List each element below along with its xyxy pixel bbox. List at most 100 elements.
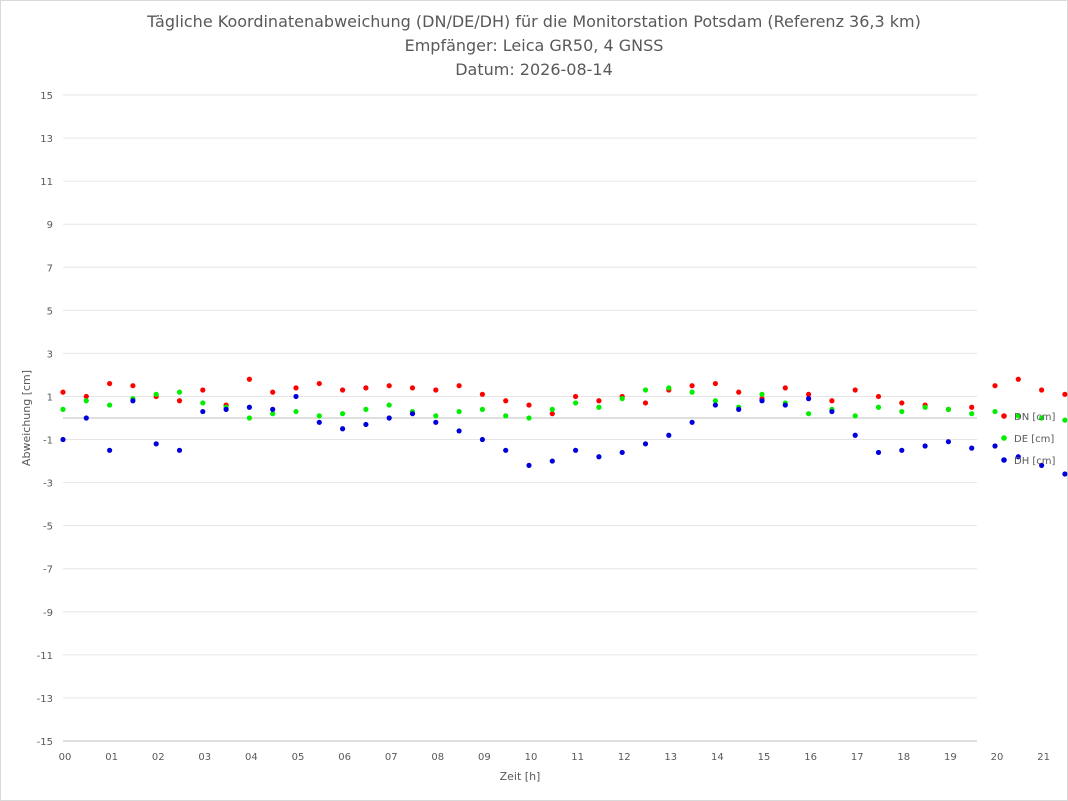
data-point-de xyxy=(945,406,952,412)
y-tick-label: 1 xyxy=(47,392,53,403)
data-point-dh xyxy=(666,432,672,438)
x-tick-label: 19 xyxy=(944,752,957,763)
data-point-de xyxy=(806,411,812,417)
data-point-dh xyxy=(223,406,229,412)
legend-label-dh: DH [cm] xyxy=(1014,456,1056,467)
data-point-dh xyxy=(619,449,625,456)
data-point-dh xyxy=(270,406,276,412)
data-point-dn xyxy=(806,391,812,397)
x-tick-label: 13 xyxy=(664,752,677,763)
x-tick-label: 06 xyxy=(338,752,351,763)
data-point-dh xyxy=(386,415,392,421)
legend-marker-dn xyxy=(1001,413,1007,419)
data-point-de xyxy=(316,413,322,419)
data-point-dn xyxy=(526,402,532,408)
y-tick-label: -3 xyxy=(43,479,53,490)
data-point-de xyxy=(1039,415,1045,421)
gridlines xyxy=(63,94,977,742)
data-point-de xyxy=(270,411,276,417)
data-point-dh xyxy=(340,426,346,432)
data-point-dh xyxy=(759,398,765,404)
data-point-de xyxy=(176,389,183,395)
data-point-dn xyxy=(875,393,882,400)
data-point-de xyxy=(153,391,159,397)
legend-marker-de xyxy=(1001,435,1007,441)
data-point-dh xyxy=(176,447,183,453)
data-point-de xyxy=(456,408,462,415)
y-tick-label: 11 xyxy=(40,177,53,188)
data-points xyxy=(60,376,1068,477)
data-point-dh xyxy=(83,415,89,421)
data-point-de xyxy=(60,406,66,412)
y-tick-label: 7 xyxy=(47,263,53,274)
data-point-dh xyxy=(316,419,322,425)
y-tick-label: -1 xyxy=(43,436,53,447)
data-point-dh xyxy=(736,406,742,412)
data-point-dh xyxy=(596,454,602,460)
data-point-de xyxy=(759,391,765,397)
data-point-dn xyxy=(340,387,346,393)
data-point-dn xyxy=(503,398,509,404)
data-point-dn xyxy=(130,383,136,389)
data-point-dh xyxy=(806,396,812,402)
data-point-dh xyxy=(852,432,858,438)
chart-title-line-1: Tägliche Koordinatenabweichung (DN/DE/DH… xyxy=(147,12,921,31)
data-point-de xyxy=(526,415,532,421)
data-point-dn xyxy=(852,387,858,393)
x-tick-label: 10 xyxy=(525,752,538,763)
y-tick-label: 15 xyxy=(40,91,53,102)
y-tick-label: -7 xyxy=(43,565,53,576)
data-point-dn xyxy=(200,387,206,393)
x-tick-label: 15 xyxy=(758,752,771,763)
data-point-dh xyxy=(573,447,579,453)
data-point-de xyxy=(619,396,625,402)
data-point-de xyxy=(899,408,905,415)
data-point-dh xyxy=(200,408,206,415)
data-point-dh xyxy=(689,419,695,425)
data-point-de xyxy=(642,387,649,393)
data-point-dh xyxy=(969,445,975,451)
legend-label-dn: DN [cm] xyxy=(1014,412,1056,423)
x-tick-label: 05 xyxy=(292,752,305,763)
legend-label-de: DE [cm] xyxy=(1014,434,1054,445)
data-point-dh xyxy=(479,436,485,443)
x-tick-label: 03 xyxy=(198,752,211,763)
y-tick-label: -9 xyxy=(43,608,53,619)
data-point-dh xyxy=(712,402,719,408)
data-point-dh xyxy=(503,447,509,453)
data-point-de xyxy=(549,406,555,412)
data-point-dn xyxy=(992,383,998,389)
data-point-dh xyxy=(363,421,369,428)
data-point-dn xyxy=(829,398,835,404)
data-point-de xyxy=(386,402,392,408)
data-point-dh xyxy=(899,447,905,453)
y-axis-title: Abweichung [cm] xyxy=(20,370,33,466)
data-point-dn xyxy=(549,411,555,417)
data-point-de xyxy=(666,385,672,391)
data-point-de xyxy=(969,411,975,417)
data-point-dh xyxy=(60,436,66,443)
data-point-dh xyxy=(433,419,439,425)
data-point-dn xyxy=(176,398,183,404)
x-tick-label: 09 xyxy=(478,752,491,763)
data-point-dh xyxy=(642,441,649,447)
data-point-dn xyxy=(479,391,485,397)
x-tick-labels: 00 01 02 03 04 05 06 07 08 09 10 11 12 13 14 15 16 17 18 19… xyxy=(59,752,1050,763)
data-point-dn xyxy=(60,389,66,395)
x-tick-label: 08 xyxy=(431,752,444,763)
data-point-de xyxy=(1015,413,1021,419)
x-tick-label: 12 xyxy=(618,752,631,763)
data-point-de xyxy=(596,404,602,410)
data-point-de xyxy=(200,400,206,406)
y-tick-label: 5 xyxy=(47,306,53,317)
data-point-dn xyxy=(386,383,392,389)
x-tick-label: 20 xyxy=(991,752,1004,763)
data-point-de xyxy=(922,404,928,410)
data-point-dh xyxy=(1062,471,1068,477)
data-point-dn xyxy=(689,383,695,389)
data-point-de xyxy=(293,408,299,415)
data-point-dh xyxy=(1039,462,1045,468)
data-point-dh xyxy=(107,447,113,453)
data-point-dn xyxy=(1015,376,1021,382)
chart-title-line-3: Datum: 2026-08-14 xyxy=(455,60,613,79)
